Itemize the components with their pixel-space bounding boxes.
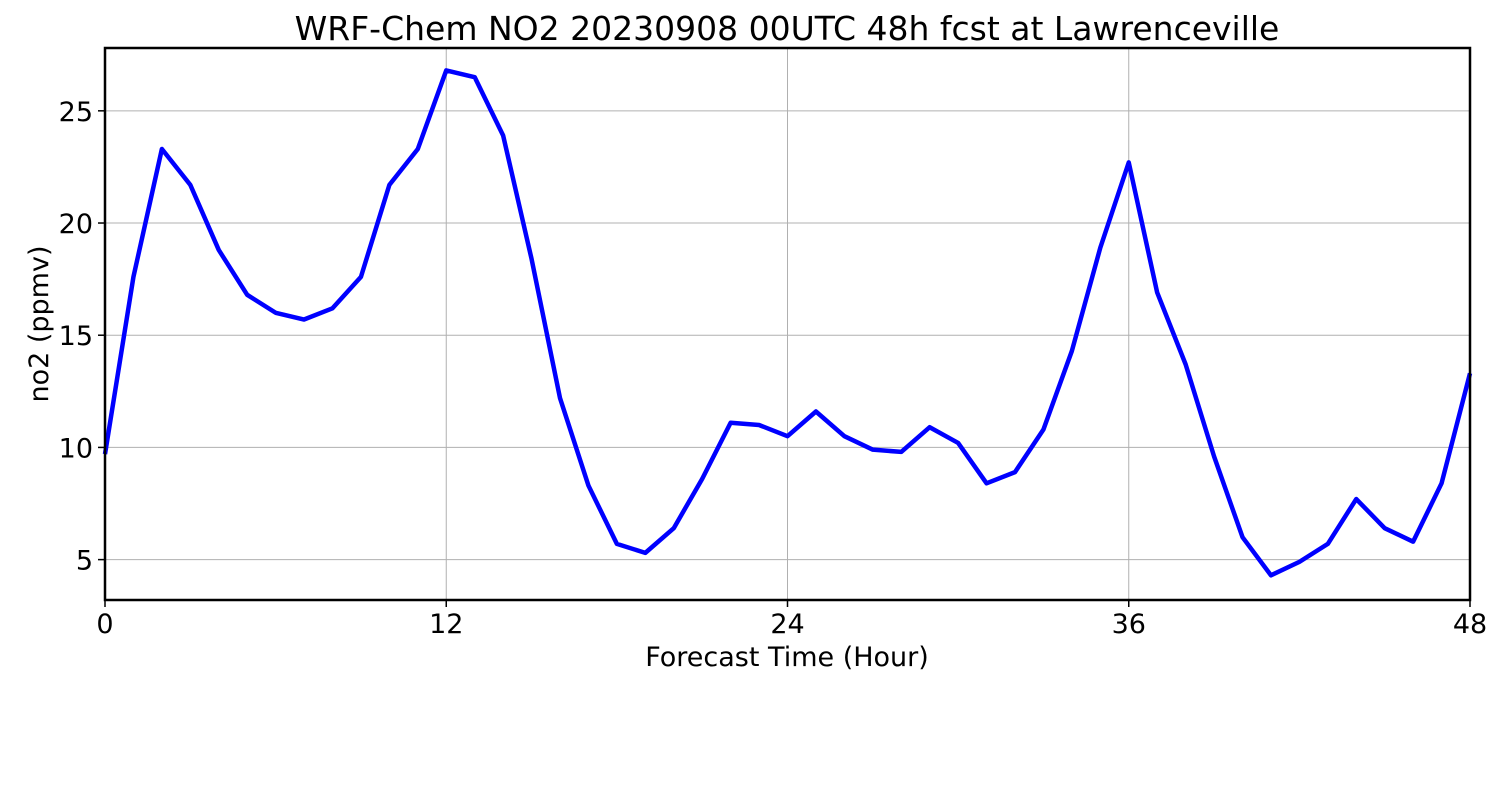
y-tick-label: 5 (76, 546, 93, 577)
x-axis-ticks: 0 12 24 36 48 (96, 600, 1487, 640)
y-tick-label: 20 (59, 209, 93, 240)
y-axis-ticks: 5 10 15 20 25 (59, 97, 105, 577)
x-tick-label: 48 (1453, 609, 1487, 640)
y-tick-label: 10 (59, 433, 93, 464)
series-line-0 (102, 68, 1473, 578)
x-tick-label: 24 (770, 609, 804, 640)
grid-lines (104, 48, 1471, 600)
x-tick-label: 0 (96, 609, 113, 640)
chart-title: WRF-Chem NO2 20230908 00UTC 48h fcst at … (295, 9, 1280, 48)
y-axis-label: no2 (ppmv) (24, 245, 55, 402)
series-layer (102, 68, 1473, 578)
y-tick-label: 25 (59, 97, 93, 128)
y-tick-label: 15 (59, 321, 93, 352)
x-tick-label: 12 (429, 609, 463, 640)
x-axis-label: Forecast Time (Hour) (645, 642, 929, 673)
x-tick-label: 36 (1112, 609, 1146, 640)
